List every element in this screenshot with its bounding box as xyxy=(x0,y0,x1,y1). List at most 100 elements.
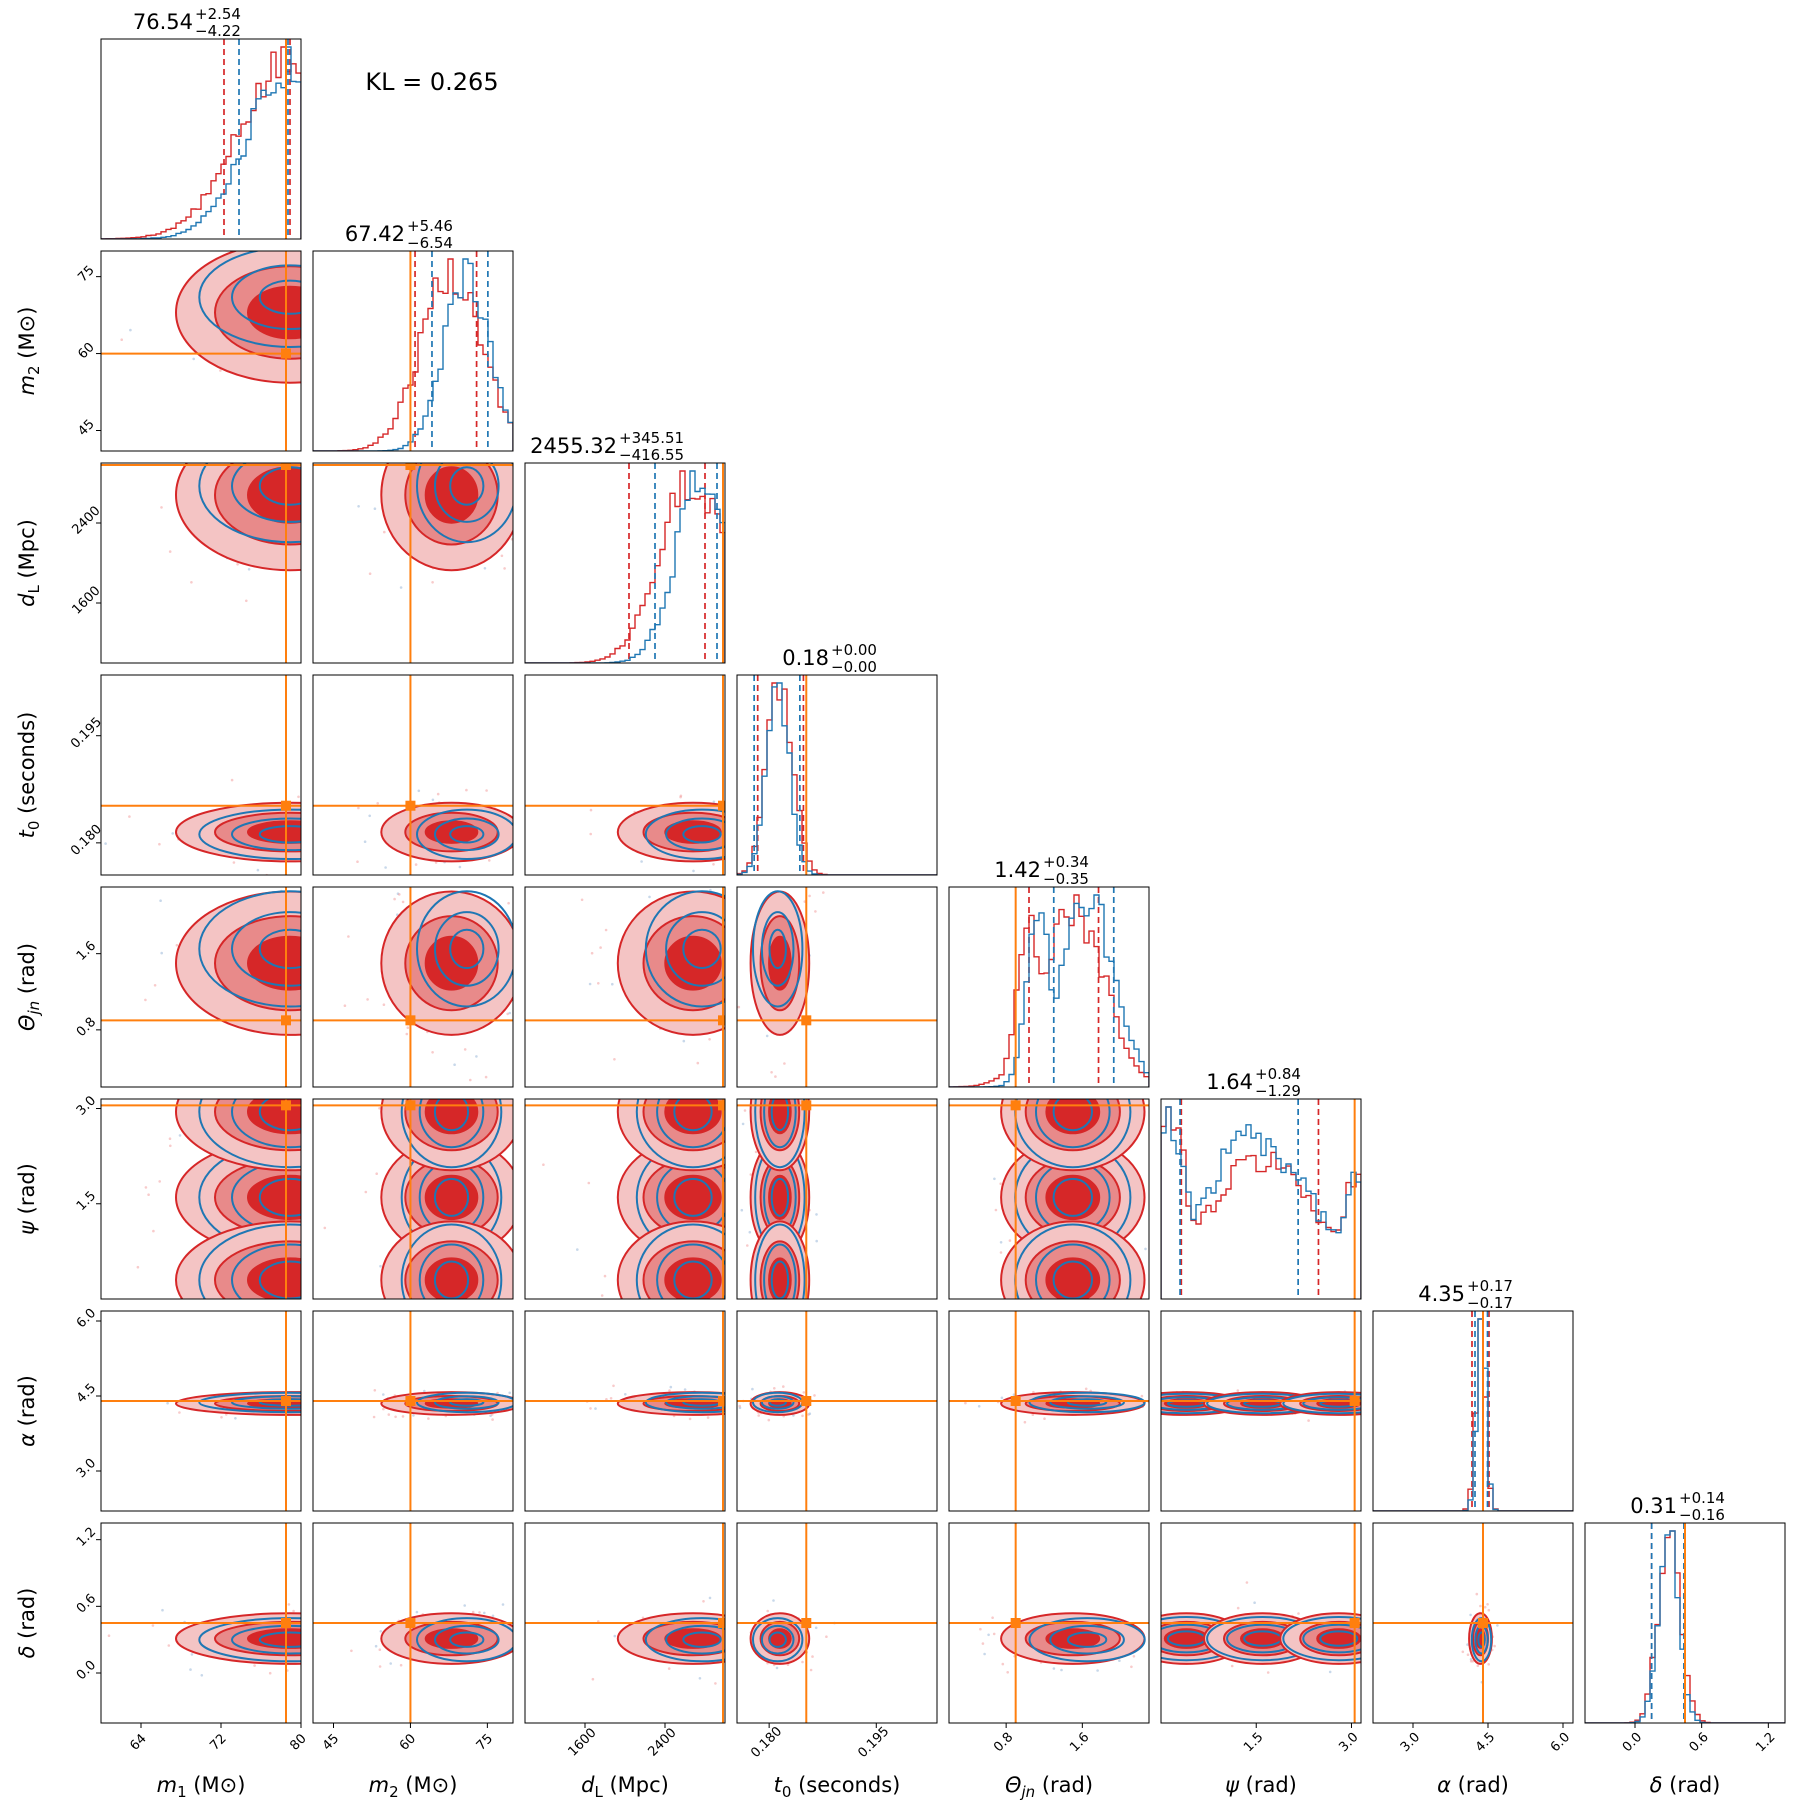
xtick-m1-2: 80 xyxy=(287,1731,309,1753)
xtick-alpha-2: 6.0 xyxy=(1548,1730,1573,1755)
panel-frame xyxy=(736,1098,938,1300)
hist-frame-alpha xyxy=(1372,1310,1574,1512)
err-plus-theta: +0.34 xyxy=(1043,853,1089,871)
contour-b-1-0 xyxy=(198,1223,301,1299)
ylabel-alpha: α (rad) xyxy=(15,1375,39,1447)
ylabel-dL: dL (Mpc) xyxy=(15,519,43,607)
panel-alpha-vs-dL xyxy=(524,1310,726,1512)
contour-a-0-2 xyxy=(247,466,301,524)
panel-psi-vs-m1: 1.5 3.0 xyxy=(74,1093,302,1300)
ytick-t0-1: 0.195 xyxy=(68,715,105,752)
xtick-t0-0: 0.180 xyxy=(748,1724,785,1761)
hist-frame-delta xyxy=(1584,1522,1786,1724)
panel-frame xyxy=(948,1098,1150,1300)
err-minus-dL: −416.55 xyxy=(619,446,684,464)
err-plus-m1: +2.54 xyxy=(195,5,241,23)
hist-panel-alpha: 4.35 +0.17−0.17 xyxy=(1372,1277,1574,1512)
contour-b-2-1 xyxy=(763,1099,797,1149)
panel-frame xyxy=(312,674,514,876)
ylabel-delta: δ (rad) xyxy=(15,1588,39,1659)
panel-delta-vs-theta xyxy=(948,1522,1150,1724)
contour-b-0-0 xyxy=(1028,1617,1146,1663)
contour-b-1-0 xyxy=(754,1223,806,1299)
ytick-dL-0: 1600 xyxy=(70,584,104,618)
contour-b-0-1 xyxy=(434,463,500,523)
contour-b-0-0 xyxy=(198,463,301,544)
panel-frame xyxy=(1160,1310,1362,1512)
xtick-delta-2: 1.2 xyxy=(1753,1730,1778,1755)
truth-marker xyxy=(801,1618,812,1628)
panel-frame xyxy=(312,1522,514,1724)
truth-marker xyxy=(281,1015,291,1026)
contour-b-0-0 xyxy=(198,1391,301,1414)
median-delta: 0.31 xyxy=(1630,1494,1677,1518)
contour-b-0-2 xyxy=(449,928,485,970)
xlabel-alpha: α (rad) xyxy=(1437,1773,1509,1797)
hist-frame-m2 xyxy=(312,250,514,452)
ylabel-psi: ψ (rad) xyxy=(15,1163,39,1235)
err-plus-psi: +0.84 xyxy=(1255,1065,1301,1083)
panel-theta-vs-m2 xyxy=(312,886,514,1088)
panel-frame xyxy=(100,886,302,1088)
panel-theta-vs-dL xyxy=(524,886,726,1088)
contour-b-0-1 xyxy=(231,463,301,523)
ytick-m2-1: 60 xyxy=(75,340,97,362)
panel-psi-vs-t0 xyxy=(736,1098,938,1300)
contour-b-0-0 xyxy=(198,890,301,1008)
contour-a-2-2 xyxy=(424,1099,479,1135)
panel-frame xyxy=(312,886,514,1088)
panel-delta-vs-m2 xyxy=(312,1522,514,1724)
contour-b-2-0 xyxy=(635,1099,725,1169)
panel-frame xyxy=(736,886,938,1088)
panel-frame xyxy=(100,250,302,452)
truth-marker xyxy=(281,348,291,359)
contour-b-0-0 xyxy=(644,808,725,860)
err-plus-t0: +0.00 xyxy=(831,641,877,659)
panel-frame xyxy=(312,1098,514,1300)
contour-b-2-0 xyxy=(400,1099,503,1169)
xtick-alpha-0: 3.0 xyxy=(1398,1730,1423,1755)
contour-b-0-0 xyxy=(644,1391,725,1414)
panel-delta-vs-alpha xyxy=(1372,1522,1574,1724)
panel-dL-vs-m2 xyxy=(312,462,514,664)
panel-delta-vs-dL xyxy=(524,1522,726,1724)
truth-marker xyxy=(1478,1618,1488,1628)
hist-b-alpha xyxy=(1373,1318,1573,1511)
xtick-m1-1: 72 xyxy=(207,1731,229,1753)
contour-b-0-0 xyxy=(752,1617,804,1663)
panel-frame xyxy=(948,1310,1150,1512)
contour-b-0-2 xyxy=(449,1631,485,1648)
contour-a-0-2 xyxy=(1045,1174,1101,1221)
hist-b-theta xyxy=(949,894,1149,1087)
xlabel-delta: δ (rad) xyxy=(1650,1773,1721,1797)
panel-alpha-vs-theta xyxy=(948,1310,1150,1512)
contour-b-0-2 xyxy=(682,928,722,970)
xtick-dL-1: 2400 xyxy=(646,1726,680,1760)
truth-marker xyxy=(281,1618,291,1628)
hist-a-m1 xyxy=(101,46,301,239)
median-dL: 2455.32 xyxy=(530,434,617,458)
hist-frame-psi xyxy=(1160,1098,1362,1300)
xlabel-m2: m2 (M⊙) xyxy=(369,1773,458,1801)
panel-theta-vs-t0 xyxy=(736,886,938,1088)
contour-b-2-2 xyxy=(673,1099,713,1132)
median-theta: 1.42 xyxy=(994,858,1041,882)
truth-marker xyxy=(405,800,416,811)
truth-marker xyxy=(405,463,416,470)
hist-panel-delta: 0.31 +0.14−0.16 xyxy=(1584,1489,1786,1724)
contour-b-0-2 xyxy=(673,1177,713,1217)
contour-b-0-2 xyxy=(449,466,485,506)
truth-marker xyxy=(405,1015,416,1026)
ytick-t0-0: 0.180 xyxy=(68,822,105,859)
contour-b-0-0 xyxy=(1028,1391,1146,1414)
contour-b-1-1 xyxy=(231,1243,301,1299)
contour-b-0-2 xyxy=(433,1177,470,1217)
ytick-dL-1: 2400 xyxy=(70,504,104,538)
contour-b-0-2 xyxy=(449,1398,485,1407)
xlabel-m1: m1 (M⊙) xyxy=(157,1773,246,1801)
panel-frame xyxy=(100,462,302,664)
contour-b-0-2 xyxy=(258,1177,301,1217)
truth-marker xyxy=(718,1100,725,1111)
panel-theta-vs-m1: 0.8 1.6 xyxy=(74,886,302,1088)
truth-marker xyxy=(281,1396,291,1406)
